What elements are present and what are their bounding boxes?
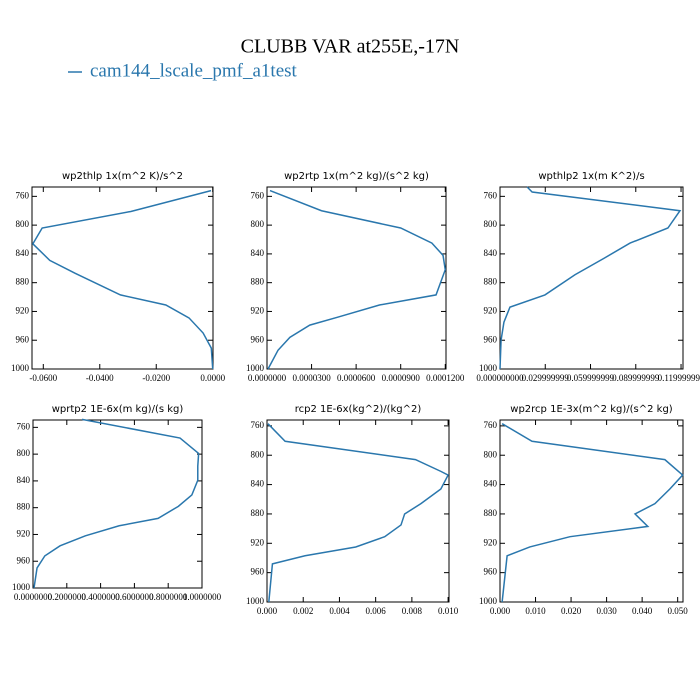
y-tick-label: 1000 <box>246 596 265 606</box>
y-tick-label: 1000 <box>479 596 498 606</box>
data-line <box>267 189 447 370</box>
y-tick-label: 960 <box>17 555 31 565</box>
x-tick-label: -0.0200 <box>142 373 170 383</box>
y-tick-label: 760 <box>484 190 498 200</box>
x-tick-label: 0.0000300 <box>292 373 331 383</box>
y-tick-label: 840 <box>251 479 265 489</box>
y-tick-label: 880 <box>251 277 265 287</box>
plot-frame <box>31 186 214 370</box>
plot-frame <box>499 419 684 603</box>
x-tick-label: 0.0000000 <box>248 373 287 383</box>
x-tick-label: 0.0000000 <box>14 592 53 602</box>
y-tick-label: 800 <box>251 449 265 459</box>
y-tick-label: 1000 <box>12 582 31 592</box>
x-tick-label: 0.029999999 <box>522 373 570 383</box>
plot-frame <box>32 419 203 589</box>
x-tick-label: -0.0600 <box>29 373 57 383</box>
y-tick-label: 880 <box>16 277 30 287</box>
y-tick-label: 1000 <box>11 363 30 373</box>
x-tick-label: 0.002 <box>293 606 313 616</box>
x-tick-label: 0.119999990 <box>658 373 700 383</box>
data-line <box>31 189 214 370</box>
x-tick-label: 0.000 <box>257 606 278 616</box>
x-tick-label: 0.010 <box>438 606 459 616</box>
y-tick-label: 760 <box>251 190 265 200</box>
data-line <box>501 423 684 603</box>
x-tick-label: 0.059999999 <box>567 373 615 383</box>
x-tick-label: 0.000000000 <box>476 373 524 383</box>
y-tick-label: 880 <box>484 508 498 518</box>
plot-frame <box>499 186 684 370</box>
y-tick-label: 920 <box>17 529 31 539</box>
x-tick-label: 1.0000000 <box>183 592 222 602</box>
y-tick-label: 840 <box>17 475 31 485</box>
y-tick-label: 800 <box>251 219 265 229</box>
x-tick-label: 0.050 <box>668 606 689 616</box>
y-tick-label: 960 <box>251 334 265 344</box>
x-tick-label: 0.004 <box>329 606 350 616</box>
y-tick-label: 800 <box>484 449 498 459</box>
y-tick-label: 920 <box>16 306 30 316</box>
y-tick-label: 880 <box>17 502 31 512</box>
x-tick-label: 0.0000 <box>200 373 225 383</box>
panel-title: wp2rtp 1x(m^2 kg)/(s^2 kg) <box>284 171 429 182</box>
x-tick-label: 0.0000600 <box>337 373 376 383</box>
y-tick-label: 760 <box>484 420 498 430</box>
figure-title: CLUBB VAR at255E,-17N <box>241 36 460 58</box>
panel-title: wp2thlp 1x(m^2 K)/s^2 <box>62 171 183 182</box>
x-tick-label: 0.006 <box>366 606 387 616</box>
y-tick-label: 920 <box>484 537 498 547</box>
x-tick-label: 0.0000900 <box>382 373 421 383</box>
data-line <box>33 418 200 589</box>
y-tick-label: 840 <box>484 248 498 258</box>
x-tick-label: 0.030 <box>596 606 617 616</box>
x-tick-label: 0.000 <box>490 606 511 616</box>
panel-title: wpthlp2 1x(m K^2)/s <box>538 171 644 182</box>
x-tick-label: 0.6000000 <box>115 592 154 602</box>
x-tick-label: -0.0400 <box>86 373 114 383</box>
x-tick-label: 0.040 <box>632 606 653 616</box>
x-tick-label: 0.020 <box>561 606 582 616</box>
panel-title: wp2rcp 1E-3x(m^2 kg)/(s^2 kg) <box>510 404 673 415</box>
panel-title: wprtp2 1E-6x(m kg)/(s kg) <box>52 404 184 415</box>
y-tick-label: 800 <box>484 219 498 229</box>
y-tick-label: 880 <box>484 277 498 287</box>
y-tick-label: 880 <box>251 508 265 518</box>
y-tick-label: 920 <box>251 306 265 316</box>
y-tick-label: 800 <box>17 448 31 458</box>
y-tick-label: 960 <box>484 334 498 344</box>
plot-frame <box>266 419 450 603</box>
y-tick-label: 760 <box>251 420 265 430</box>
x-tick-label: 0.0001200 <box>426 373 465 383</box>
data-line <box>267 423 450 603</box>
x-tick-label: 0.010 <box>525 606 546 616</box>
x-tick-label: 0.008 <box>402 606 423 616</box>
panel-title: rcp2 1E-6x(kg^2)/(kg^2) <box>295 404 422 415</box>
y-tick-label: 920 <box>484 306 498 316</box>
y-tick-label: 1000 <box>246 363 265 373</box>
y-tick-label: 760 <box>16 190 30 200</box>
y-tick-label: 840 <box>16 248 30 258</box>
y-tick-label: 840 <box>484 479 498 489</box>
plot-frame <box>266 186 447 370</box>
y-tick-label: 960 <box>484 567 498 577</box>
x-tick-label: 0.8000000 <box>149 592 188 602</box>
x-tick-label: 0.089999999 <box>612 373 660 383</box>
y-tick-label: 960 <box>251 567 265 577</box>
y-tick-label: 840 <box>251 248 265 258</box>
y-tick-label: 800 <box>16 219 30 229</box>
data-line <box>499 186 682 370</box>
x-tick-label: 0.4000000 <box>81 592 120 602</box>
y-tick-label: 960 <box>16 334 30 344</box>
y-tick-label: 760 <box>17 421 31 431</box>
y-tick-label: 920 <box>251 537 265 547</box>
y-tick-label: 1000 <box>479 363 498 373</box>
legend-label: cam144_lscale_pmf_a1test <box>90 60 298 81</box>
x-tick-label: 0.2000000 <box>48 592 87 602</box>
